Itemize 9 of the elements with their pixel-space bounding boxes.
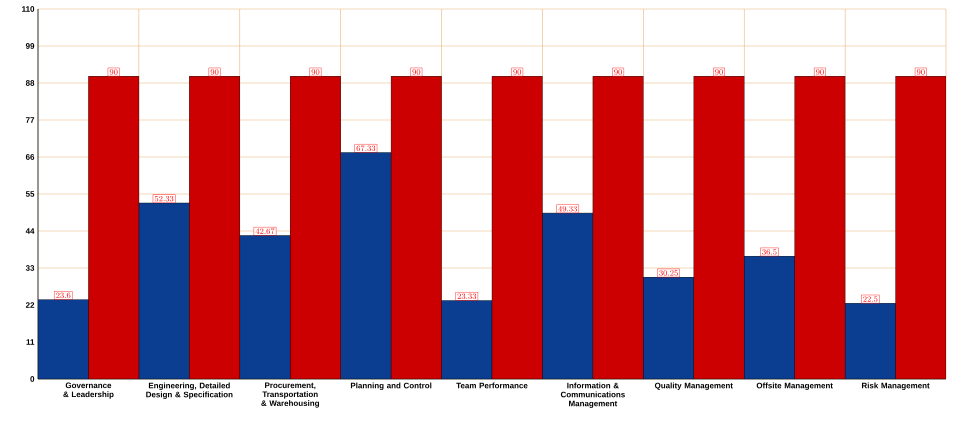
bar xyxy=(240,235,290,379)
bar xyxy=(643,277,694,379)
bar xyxy=(844,303,896,379)
bar xyxy=(542,212,594,379)
bar xyxy=(340,152,392,379)
bar xyxy=(744,256,795,379)
bar xyxy=(441,300,492,379)
bar xyxy=(38,299,89,379)
bar xyxy=(138,202,190,379)
